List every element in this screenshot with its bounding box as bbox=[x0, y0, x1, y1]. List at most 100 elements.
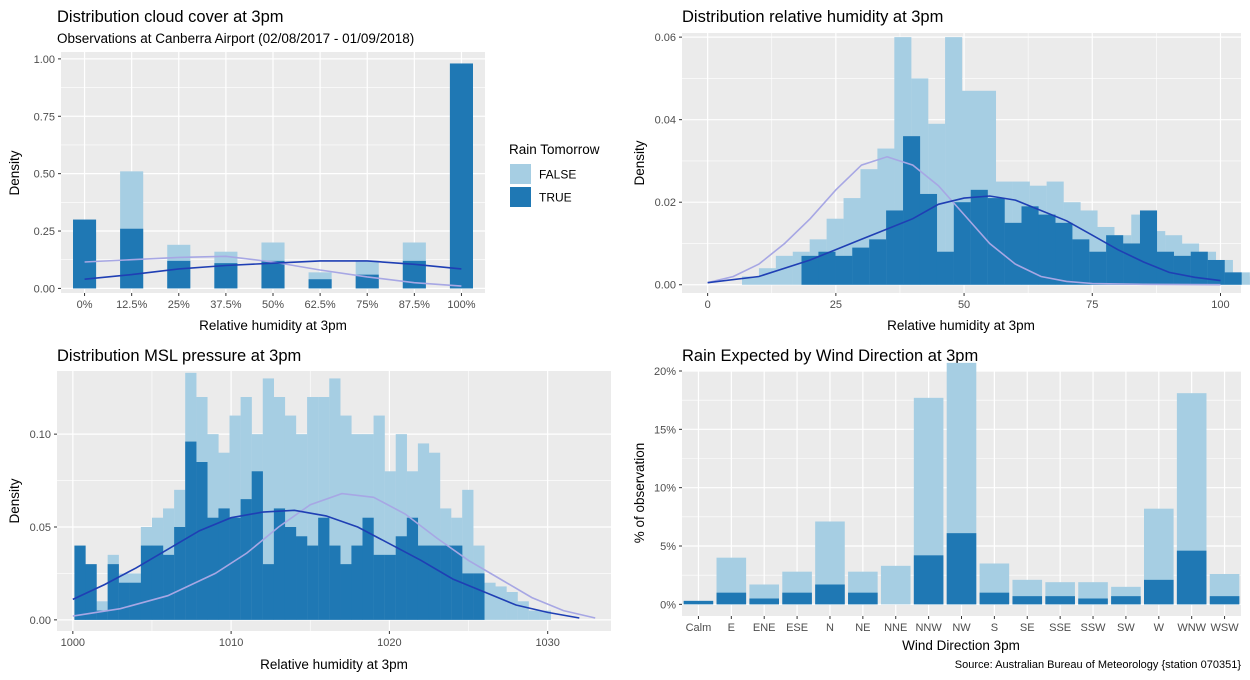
pressure-x-tick-label: 1020 bbox=[377, 637, 401, 649]
pressure-x-ticks: 1000 1010 1020 1030 bbox=[61, 631, 560, 649]
pressure-bar-true bbox=[473, 573, 485, 620]
pressure-bar-false bbox=[395, 434, 407, 620]
wind-direction-chart: Rain Expected by Wind Direction at 3pm 0… bbox=[632, 347, 1241, 653]
humidity-y-tick-label: 0.06 bbox=[655, 32, 676, 44]
cloud-y-tick-label: 0.75 bbox=[34, 111, 55, 123]
humidity-x-tick-label: 25 bbox=[830, 299, 842, 311]
pressure-bar-false bbox=[318, 397, 330, 620]
pressure-bar-true bbox=[207, 517, 219, 620]
pressure-x-tick-label: 1000 bbox=[61, 637, 85, 649]
pressure-bar-true bbox=[251, 471, 263, 620]
pressure-bar-true bbox=[240, 499, 252, 620]
humidity-bars-true bbox=[801, 136, 1242, 285]
wind-bar-true bbox=[1078, 598, 1108, 605]
legend-label-true: TRUE bbox=[539, 191, 572, 205]
humidity-density-lines bbox=[707, 155, 1221, 286]
pressure-density-line-true bbox=[72, 509, 580, 619]
humidity-x-ticks: 0 25 50 75 100 bbox=[705, 293, 1230, 311]
humidity-y-ticks: 0.00 0.02 0.04 0.06 bbox=[655, 32, 682, 292]
pressure-bar-true bbox=[462, 573, 474, 620]
pressure-bar-false bbox=[296, 434, 308, 620]
cloud-x-tick-label: 100% bbox=[447, 299, 475, 311]
wind-bars-true bbox=[683, 533, 1240, 605]
cloud-x-tick-label: 0% bbox=[77, 299, 93, 311]
humidity-bar-true bbox=[1072, 239, 1090, 285]
humidity-bar-true bbox=[1055, 222, 1073, 285]
wind-x-tick-label: SSW bbox=[1080, 622, 1106, 634]
wind-bar-true bbox=[1111, 596, 1141, 605]
pressure-bar-true bbox=[406, 517, 419, 620]
pressure-y-tick-label: 0.10 bbox=[30, 429, 51, 441]
pressure-chart: Distribution MSL pressure at 3pm 0.000.0… bbox=[7, 347, 611, 672]
wind-x-ticks: Calm E ENE ESE N NE NNE NNW NW S SE SSE SSW SW W WNW WSW bbox=[686, 616, 1239, 634]
cloud-bar-true bbox=[73, 219, 97, 289]
pressure-bar-true bbox=[451, 545, 463, 620]
wind-x-tick-label: SSE bbox=[1049, 622, 1071, 634]
wind-x-tick-label: NNE bbox=[884, 622, 907, 634]
humidity-x-tick-label: 50 bbox=[958, 299, 970, 311]
wind-y-tick-label: 5% bbox=[660, 541, 676, 553]
cloud-chart-subtitle: Observations at Canberra Airport (02/08/… bbox=[57, 31, 414, 46]
pressure-bar-true bbox=[196, 462, 208, 620]
humidity-y-tick-label: 0.00 bbox=[655, 280, 676, 292]
humidity-bar-true bbox=[953, 202, 971, 285]
pressure-density-line-false bbox=[72, 492, 596, 619]
wind-bar-true bbox=[749, 598, 780, 605]
wind-x-tick-label: N bbox=[826, 622, 834, 634]
pressure-bar-true bbox=[284, 527, 297, 620]
pressure-bar-true bbox=[318, 517, 330, 620]
cloud-y-axis-label: Density bbox=[7, 150, 22, 195]
wind-x-tick-label: Calm bbox=[686, 622, 712, 634]
wind-bar-true bbox=[1143, 579, 1174, 605]
humidity-x-tick-label: 0 bbox=[705, 299, 711, 311]
humidity-x-tick-label: 75 bbox=[1086, 299, 1098, 311]
wind-x-tick-label: WNW bbox=[1177, 622, 1206, 634]
wind-x-tick-label: NE bbox=[855, 622, 870, 634]
pressure-x-tick-label: 1010 bbox=[219, 637, 243, 649]
legend: Rain Tomorrow FALSE TRUE bbox=[509, 142, 600, 207]
pressure-bar-true bbox=[174, 527, 186, 620]
pressure-bar-true bbox=[373, 554, 385, 620]
pressure-bar-true bbox=[384, 554, 396, 620]
wind-bar-true bbox=[716, 592, 747, 605]
pressure-bar-false bbox=[384, 471, 396, 620]
wind-bar-true bbox=[1176, 550, 1207, 605]
legend-swatch-true bbox=[510, 187, 531, 207]
wind-x-tick-label: ESE bbox=[786, 622, 808, 634]
wind-x-tick-label: S bbox=[991, 622, 998, 634]
wind-x-tick-label: ENE bbox=[753, 622, 776, 634]
pressure-bar-true bbox=[296, 536, 308, 620]
pressure-bar-false bbox=[329, 378, 341, 620]
humidity-bar-true bbox=[1139, 210, 1158, 285]
humidity-bar-true bbox=[869, 239, 887, 285]
humidity-bar-true bbox=[1021, 206, 1039, 285]
humidity-bar-true bbox=[818, 251, 836, 285]
cloud-x-tick-label: 25% bbox=[168, 299, 190, 311]
pressure-bar-true bbox=[185, 441, 197, 620]
humidity-bar-true bbox=[1173, 255, 1191, 285]
humidity-density-line-true bbox=[707, 195, 1221, 284]
pressure-bar-false bbox=[417, 443, 430, 620]
pressure-bar-true bbox=[118, 582, 130, 620]
humidity-bar-false bbox=[775, 255, 793, 285]
wind-bar-true bbox=[848, 592, 878, 605]
humidity-bar-true bbox=[1207, 259, 1225, 285]
pressure-bar-false bbox=[307, 397, 319, 620]
pressure-bar-true bbox=[129, 582, 142, 620]
wind-chart-title: Rain Expected by Wind Direction at 3pm bbox=[682, 347, 978, 365]
pressure-bar-false bbox=[495, 586, 507, 620]
pressure-bar-false bbox=[517, 601, 529, 620]
pressure-bar-true bbox=[85, 564, 97, 620]
source-caption: Source: Australian Bureau of Meteorology… bbox=[955, 659, 1242, 671]
humidity-bar-true bbox=[919, 193, 938, 285]
humidity-bar-true bbox=[835, 255, 853, 285]
pressure-bar-true bbox=[262, 564, 275, 620]
cloud-x-tick-label: 75% bbox=[356, 299, 378, 311]
pressure-bar-true bbox=[351, 545, 363, 620]
wind-x-axis-label: Wind Direction 3pm bbox=[902, 638, 1020, 653]
humidity-y-axis-label: Density bbox=[632, 140, 647, 185]
cloud-x-tick-label: 87.5% bbox=[399, 299, 430, 311]
wind-bar-true bbox=[979, 592, 1010, 605]
pressure-bars-true bbox=[74, 441, 485, 620]
